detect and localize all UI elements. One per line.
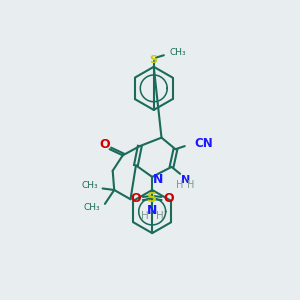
Text: CH₃: CH₃ [169,48,186,57]
Text: H: H [187,180,195,190]
Text: H: H [156,211,164,221]
Text: O: O [163,192,174,205]
Text: CN: CN [194,137,213,150]
Text: CH₃: CH₃ [84,203,100,212]
Text: S: S [147,191,157,206]
Text: H: H [141,211,148,221]
Text: H: H [176,180,183,190]
Text: CH₃: CH₃ [81,181,98,190]
Text: N: N [147,204,158,217]
Text: S: S [150,55,158,65]
Text: N: N [153,173,164,187]
Text: O: O [130,192,141,205]
Text: O: O [100,138,110,151]
Text: N: N [181,175,190,185]
